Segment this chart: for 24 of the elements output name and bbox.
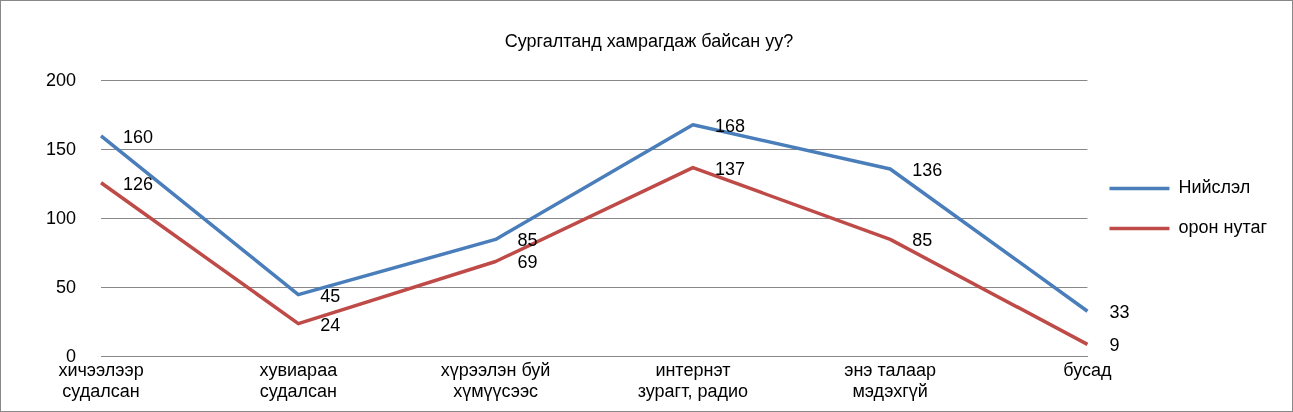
y-tick-label: 150	[45, 138, 77, 159]
data-label: 136	[912, 159, 943, 180]
data-label: 69	[517, 252, 538, 273]
x-tick-label: энэ талаар мэдэхгүй	[844, 359, 937, 402]
data-label: 33	[1109, 302, 1130, 323]
data-label: 24	[320, 314, 341, 335]
data-label: 85	[912, 230, 933, 251]
data-label: 137	[714, 158, 745, 179]
data-label: 160	[123, 126, 154, 147]
x-tick-label: интернэт зурагт, радио	[637, 359, 749, 402]
y-tick-label: 50	[56, 276, 77, 297]
chart-title: Сургалтанд хамрагдаж байсан уу?	[504, 30, 794, 51]
data-label: 85	[517, 230, 538, 251]
data-label: 9	[1109, 335, 1120, 356]
legend-label: Нийслэл	[1178, 177, 1251, 198]
y-tick-label: 200	[45, 69, 77, 90]
data-label: 168	[714, 115, 745, 136]
x-tick-label: бусад	[1063, 359, 1113, 380]
data-label: 45	[320, 285, 341, 306]
x-tick-label: хүрээлэн буй хүмүүсээс	[440, 359, 551, 402]
data-label: 126	[123, 173, 154, 194]
y-tick-label: 100	[45, 207, 77, 228]
legend-label: орон нутаг	[1178, 217, 1268, 238]
x-tick-label: хувиараа судалсан	[259, 359, 339, 402]
